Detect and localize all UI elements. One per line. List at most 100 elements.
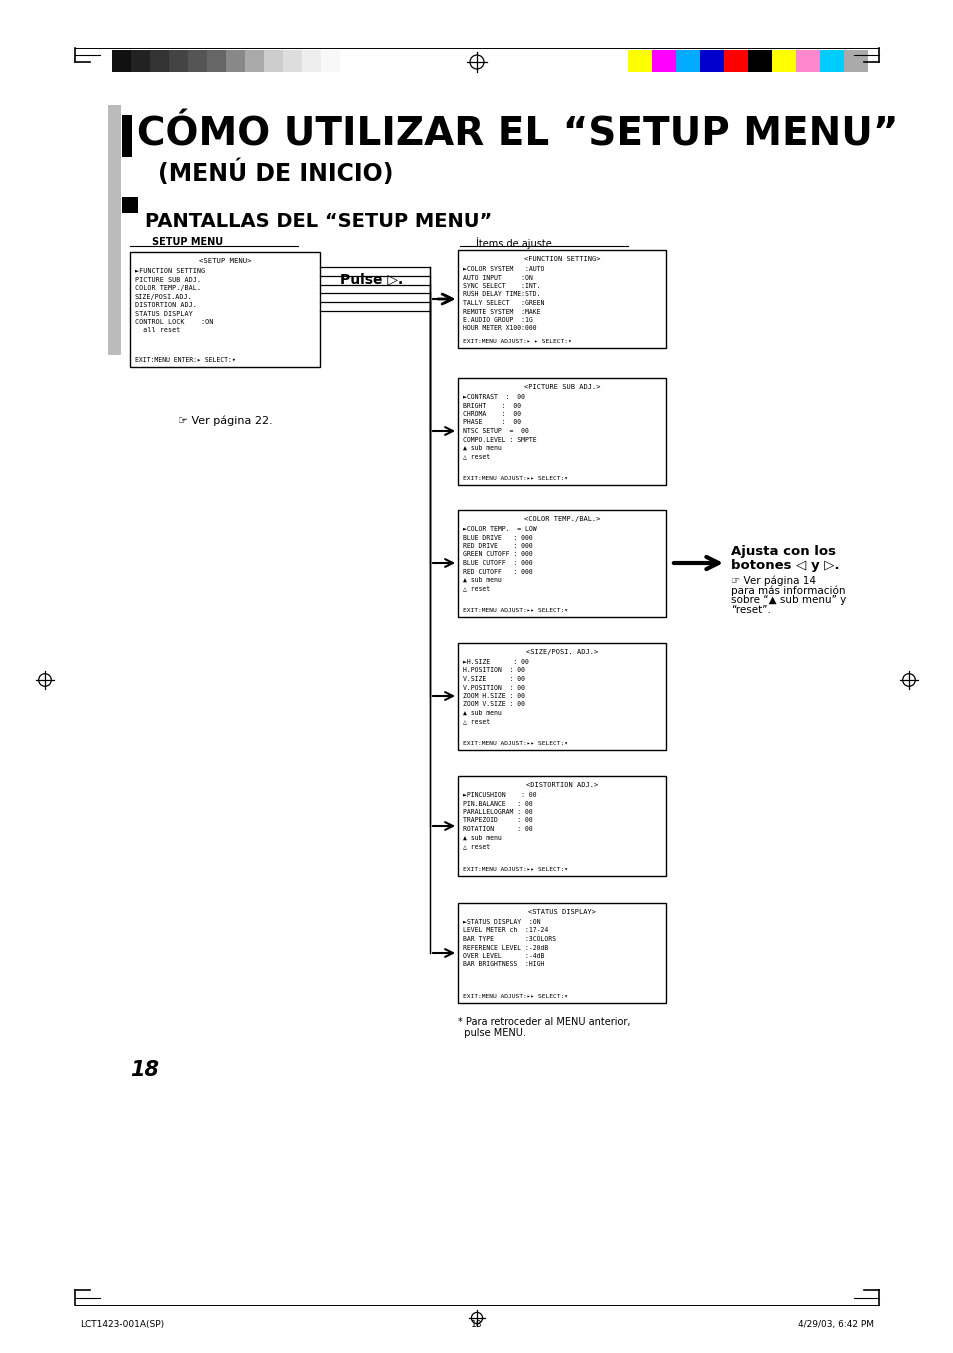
Text: DISTORTION ADJ.: DISTORTION ADJ. — [135, 302, 196, 308]
Text: RED DRIVE    : 000: RED DRIVE : 000 — [462, 543, 532, 549]
Bar — [457, 250, 665, 348]
Text: botones ◁ y ▷.: botones ◁ y ▷. — [730, 559, 839, 572]
Text: <SETUP MENU>: <SETUP MENU> — [198, 258, 251, 264]
Text: CONTROL LOCK    :ON: CONTROL LOCK :ON — [135, 319, 213, 325]
Bar — [188, 50, 207, 72]
Text: ►FUNCTION SETTING: ►FUNCTION SETTING — [135, 268, 205, 275]
Bar — [457, 377, 665, 484]
Bar — [676, 50, 700, 72]
Text: sobre “▲ sub menu” y: sobre “▲ sub menu” y — [730, 595, 845, 605]
Bar — [627, 50, 651, 72]
Text: ▲ sub menu: ▲ sub menu — [462, 445, 501, 451]
Text: V.SIZE      : 00: V.SIZE : 00 — [462, 676, 524, 682]
Text: ☞ Ver página 22.: ☞ Ver página 22. — [178, 415, 273, 425]
Text: COLOR TEMP./BAL.: COLOR TEMP./BAL. — [135, 285, 201, 291]
Text: SYNC SELECT    :INT.: SYNC SELECT :INT. — [462, 283, 540, 290]
Text: BAR BRIGHTNESS  :HIGH: BAR BRIGHTNESS :HIGH — [462, 962, 544, 967]
Text: all reset: all reset — [135, 327, 180, 333]
Text: △ reset: △ reset — [462, 843, 490, 848]
Bar — [169, 50, 188, 72]
Text: EXIT:MENU ENTER:▸ SELECT:▾: EXIT:MENU ENTER:▸ SELECT:▾ — [135, 357, 235, 363]
Text: BLUE CUTOFF  : 000: BLUE CUTOFF : 000 — [462, 560, 532, 566]
Text: ▲ sub menu: ▲ sub menu — [462, 710, 501, 716]
Text: ☞ Ver página 14: ☞ Ver página 14 — [730, 575, 815, 586]
Text: * Para retroceder al MENU anterior,: * Para retroceder al MENU anterior, — [457, 1017, 630, 1027]
Text: △ reset: △ reset — [462, 718, 490, 724]
Bar — [283, 50, 302, 72]
Text: COMPO.LEVEL : SMPTE: COMPO.LEVEL : SMPTE — [462, 437, 536, 442]
Text: PHASE     :  00: PHASE : 00 — [462, 419, 520, 425]
Text: PIN.BALANCE   : 00: PIN.BALANCE : 00 — [462, 801, 532, 806]
Text: <FUNCTION SETTING>: <FUNCTION SETTING> — [523, 256, 599, 262]
Text: <PICTURE SUB ADJ.>: <PICTURE SUB ADJ.> — [523, 384, 599, 390]
Text: ▲ sub menu: ▲ sub menu — [462, 835, 501, 840]
Bar — [651, 50, 676, 72]
Text: Pulse ▷.: Pulse ▷. — [339, 272, 403, 285]
Bar — [108, 106, 121, 354]
Text: STATUS DISPLAY: STATUS DISPLAY — [135, 310, 193, 317]
Text: EXIT:MENU ADJUST:▸▸ SELECT:▾: EXIT:MENU ADJUST:▸▸ SELECT:▾ — [462, 867, 567, 871]
Text: ►CONTRAST  :  00: ►CONTRAST : 00 — [462, 394, 524, 400]
Text: (MENÚ DE INICIO): (MENÚ DE INICIO) — [158, 160, 393, 187]
Bar — [747, 50, 771, 72]
Text: 18: 18 — [471, 1321, 482, 1329]
Text: ►STATUS DISPLAY  :ON: ►STATUS DISPLAY :ON — [462, 919, 540, 925]
Text: EXIT:MENU ADJUST:▸▸ SELECT:▾: EXIT:MENU ADJUST:▸▸ SELECT:▾ — [462, 741, 567, 746]
Text: PANTALLAS DEL “SETUP MENU”: PANTALLAS DEL “SETUP MENU” — [145, 212, 492, 231]
Bar — [457, 643, 665, 750]
Text: HOUR METER X100:000: HOUR METER X100:000 — [462, 326, 536, 331]
Text: TALLY SELECT   :GREEN: TALLY SELECT :GREEN — [462, 300, 544, 306]
Text: ROTATION      : 00: ROTATION : 00 — [462, 825, 532, 832]
Text: H.POSITION  : 00: H.POSITION : 00 — [462, 667, 524, 674]
Bar — [226, 50, 245, 72]
Text: ZOOM V.SIZE : 00: ZOOM V.SIZE : 00 — [462, 701, 524, 708]
Bar — [130, 252, 319, 367]
Text: para más información: para más información — [730, 584, 844, 595]
Bar — [131, 50, 150, 72]
Bar — [820, 50, 843, 72]
Text: ►COLOR TEMP.  = LOW: ►COLOR TEMP. = LOW — [462, 526, 536, 532]
Bar — [795, 50, 820, 72]
Text: <STATUS DISPLAY>: <STATUS DISPLAY> — [527, 909, 596, 915]
Text: ZOOM H.SIZE : 00: ZOOM H.SIZE : 00 — [462, 693, 524, 700]
Bar — [457, 902, 665, 1003]
Bar — [320, 50, 339, 72]
Text: SIZE/POSI.ADJ.: SIZE/POSI.ADJ. — [135, 294, 193, 299]
Text: EXIT:MENU ADJUST:▸▸ SELECT:▾: EXIT:MENU ADJUST:▸▸ SELECT:▾ — [462, 994, 567, 999]
Text: <COLOR TEMP./BAL.>: <COLOR TEMP./BAL.> — [523, 515, 599, 522]
Text: LEVEL METER ch  :17-24: LEVEL METER ch :17-24 — [462, 928, 548, 934]
Text: EXIT:MENU ADJUST:▸ ▸ SELECT:▾: EXIT:MENU ADJUST:▸ ▸ SELECT:▾ — [462, 340, 571, 344]
Text: RUSH DELAY TIME:STD.: RUSH DELAY TIME:STD. — [462, 291, 540, 298]
Bar — [207, 50, 226, 72]
Text: TRAPEZOID     : 00: TRAPEZOID : 00 — [462, 817, 532, 824]
Text: OVER LEVEL      :-4dB: OVER LEVEL :-4dB — [462, 953, 544, 959]
Bar — [245, 50, 264, 72]
Text: LCT1423-001A(SP): LCT1423-001A(SP) — [80, 1321, 164, 1329]
Text: PARALLELOGRAM : 00: PARALLELOGRAM : 00 — [462, 809, 532, 815]
Text: pulse MENU.: pulse MENU. — [457, 1028, 525, 1038]
Text: ►PINCUSHION    : 00: ►PINCUSHION : 00 — [462, 792, 536, 798]
Text: NTSC SETUP  =  00: NTSC SETUP = 00 — [462, 428, 528, 434]
Text: BLUE DRIVE   : 000: BLUE DRIVE : 000 — [462, 534, 532, 540]
Bar — [457, 510, 665, 617]
Text: 4/29/03, 6:42 PM: 4/29/03, 6:42 PM — [797, 1321, 873, 1329]
Text: ▲ sub menu: ▲ sub menu — [462, 576, 501, 583]
Text: <DISTORTION ADJ.>: <DISTORTION ADJ.> — [525, 782, 598, 787]
Bar — [843, 50, 867, 72]
Bar — [302, 50, 320, 72]
Text: EXIT:MENU ADJUST:▸▸ SELECT:▾: EXIT:MENU ADJUST:▸▸ SELECT:▾ — [462, 607, 567, 613]
Bar — [723, 50, 747, 72]
Bar — [122, 115, 132, 157]
Text: CÓMO UTILIZAR EL “SETUP MENU”: CÓMO UTILIZAR EL “SETUP MENU” — [137, 116, 898, 154]
Text: BRIGHT    :  00: BRIGHT : 00 — [462, 402, 520, 409]
Text: “reset”.: “reset”. — [730, 605, 770, 616]
Text: V.POSITION  : 00: V.POSITION : 00 — [462, 685, 524, 690]
Text: RED CUTOFF   : 000: RED CUTOFF : 000 — [462, 568, 532, 575]
Text: Ítems de ajuste: Ítems de ajuste — [476, 237, 551, 249]
Text: Ajusta con los: Ajusta con los — [730, 545, 835, 557]
Text: 18: 18 — [130, 1059, 159, 1080]
Text: △ reset: △ reset — [462, 453, 490, 460]
Bar — [457, 777, 665, 875]
Text: E.AUDIO GROUP  :1G: E.AUDIO GROUP :1G — [462, 317, 532, 323]
Text: ►H.SIZE      : 00: ►H.SIZE : 00 — [462, 659, 528, 666]
